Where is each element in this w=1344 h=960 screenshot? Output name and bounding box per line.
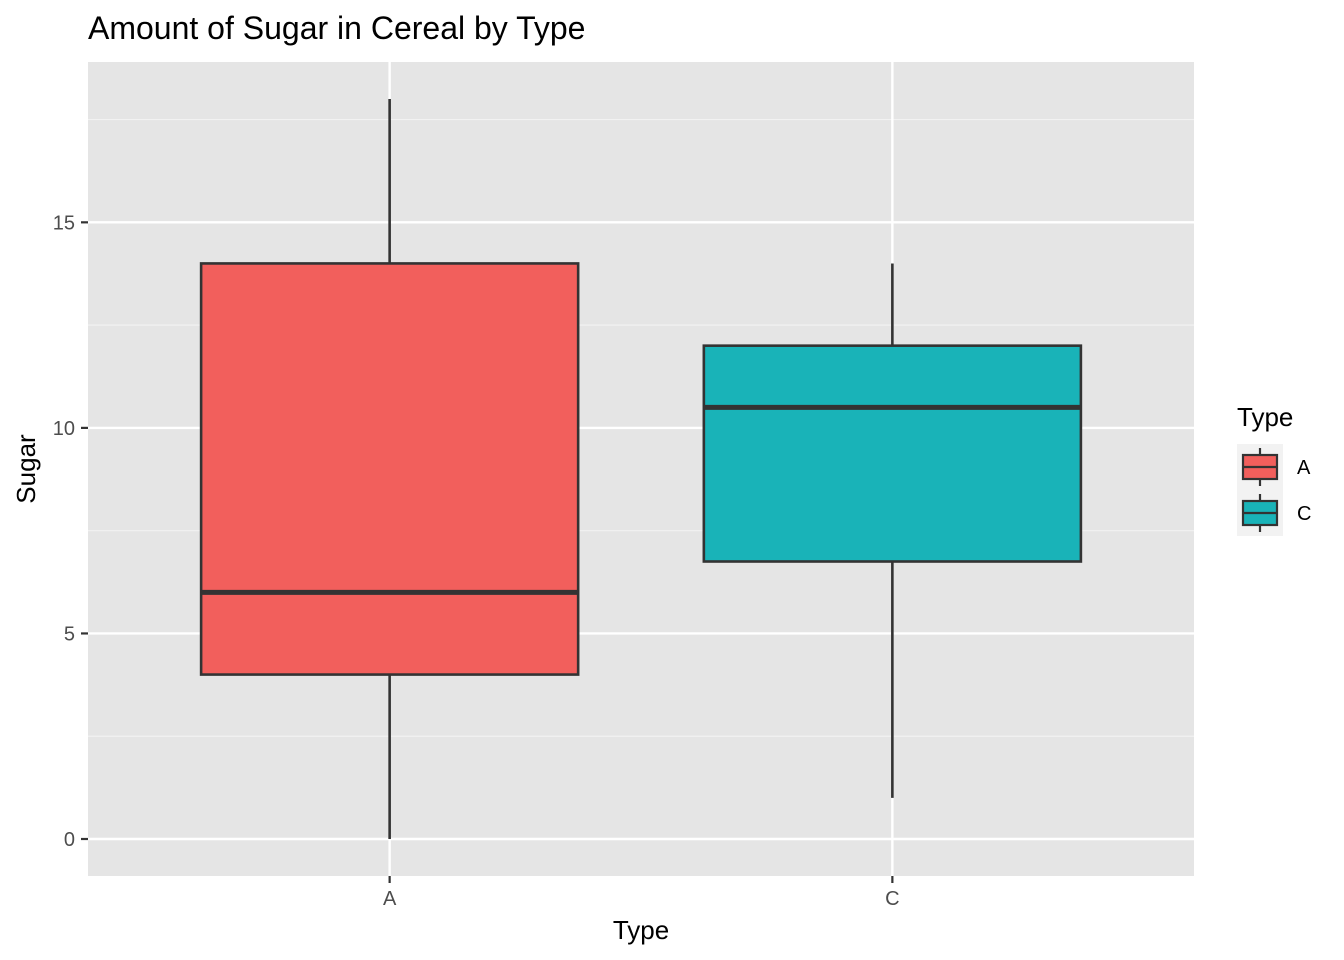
legend-item-a: A (1237, 444, 1311, 490)
box-body (702, 344, 1083, 563)
box-c (702, 263, 1083, 798)
y-tick-label: 5 (64, 623, 75, 645)
chart-title: Amount of Sugar in Cereal by Type (88, 10, 585, 46)
legend-label: C (1297, 503, 1311, 525)
x-axis-title: Type (613, 915, 669, 945)
x-tick-label: A (383, 888, 397, 910)
legend-title: Type (1237, 402, 1293, 432)
x-tick-label: C (885, 888, 899, 910)
box-a (199, 99, 580, 839)
y-tick-label: 10 (53, 418, 75, 440)
y-tick-label: 0 (64, 829, 75, 851)
legend-label: A (1297, 457, 1311, 479)
boxes-layer (199, 99, 1083, 839)
legend-item-c: C (1237, 490, 1311, 536)
box-body (199, 262, 580, 676)
y-axis-title: Sugar (11, 434, 41, 504)
y-tick-label: 15 (53, 212, 75, 234)
legend: Type A C (1237, 402, 1311, 536)
y-axis: 0 5 10 15 (53, 212, 88, 851)
